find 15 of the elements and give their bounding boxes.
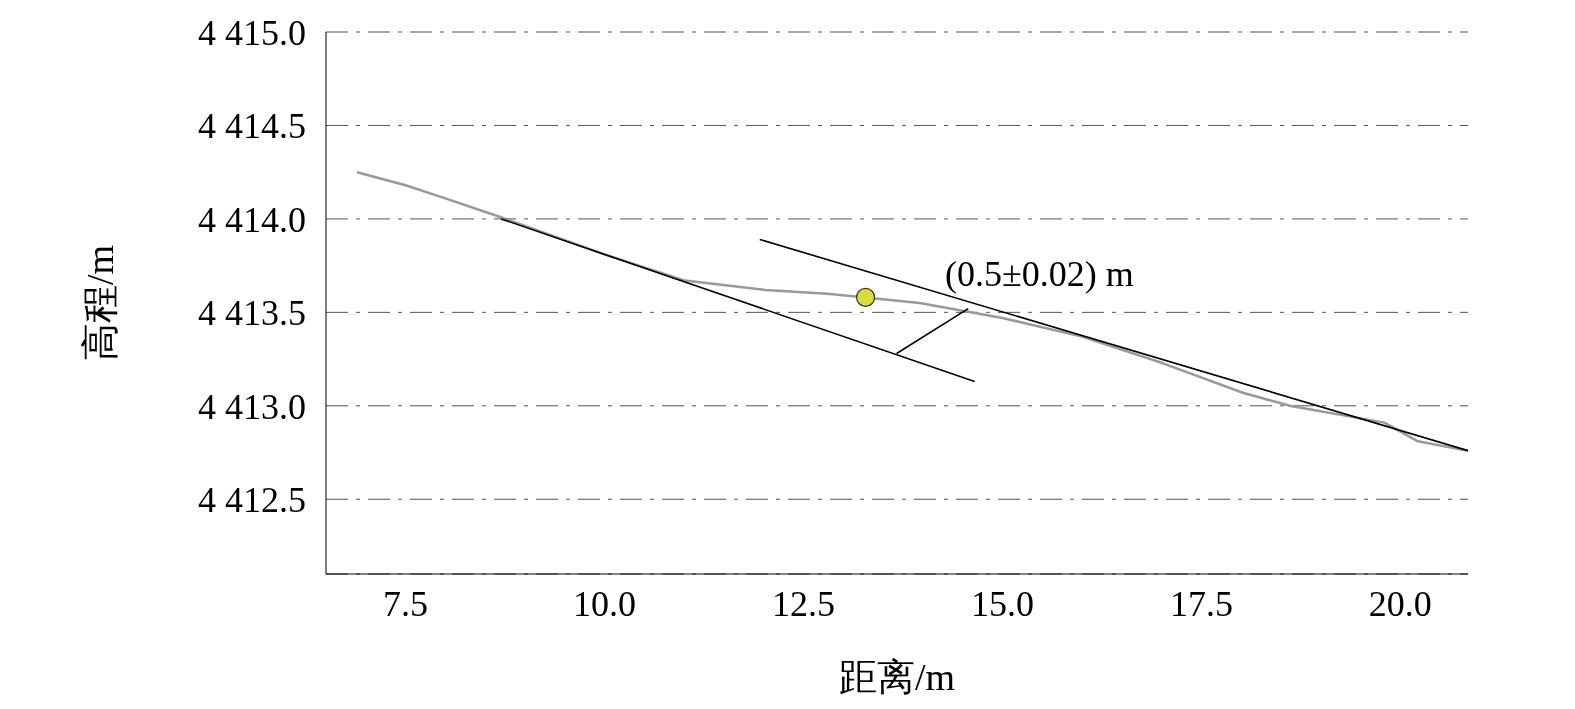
annotation: (0.5±0.02) m (945, 253, 1134, 295)
x-tick-label: 12.5 (771, 583, 835, 624)
x-tick-label: 15.0 (970, 583, 1034, 624)
x-tick-label: 20.0 (1368, 583, 1432, 624)
x-axis-title: 距离/m (838, 656, 956, 698)
x-tick-label: 17.5 (1169, 583, 1233, 624)
y-axis-title: 高程/m (79, 244, 122, 362)
y-tick-label: 4 414.5 (198, 106, 306, 147)
y-tick-label: 4 413.5 (198, 293, 306, 334)
y-tick-label: 4 412.5 (198, 480, 306, 521)
x-tick-label: 7.5 (383, 583, 429, 624)
y-tick-label: 4 414.0 (198, 199, 306, 240)
y-tick-label: 4 413.0 (198, 386, 306, 427)
x-tick-label: 10.0 (573, 583, 637, 624)
y-tick-label: 4 415.0 (198, 12, 306, 53)
